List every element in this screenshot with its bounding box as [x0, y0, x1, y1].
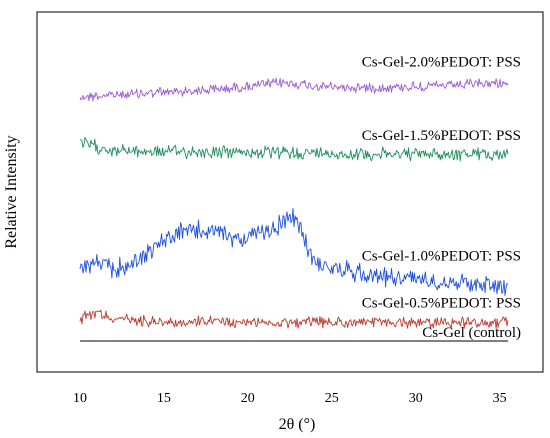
x-axis-title: 2θ (°) [279, 416, 316, 433]
series-labels: Cs-Gel-2.0%PEDOT: PSS Cs-Gel-1.5%PEDOT: P… [362, 55, 521, 341]
x-tick-label-20: 20 [241, 391, 255, 406]
plot-frame [36, 11, 544, 373]
series-trace-cs-gel-1-5-pedot-pss [79, 136, 509, 162]
x-tick-label-10: 10 [73, 391, 87, 406]
series-label-cs-gel-0-5-pedot-pss: Cs-Gel-0.5%PEDOT: PSS [362, 296, 521, 312]
series-label-cs-gel-1-0-pedot-pss: Cs-Gel-1.0%PEDOT: PSS [362, 249, 521, 265]
x-tick-label-15: 15 [157, 391, 171, 406]
x-axis-ticks: 10 15 20 25 30 35 [73, 391, 507, 406]
series-trace-cs-gel-2-0-pedot-pss [79, 77, 509, 102]
x-tick-label-25: 25 [325, 391, 339, 406]
series-label-cs-gel-2-0-pedot-pss: Cs-Gel-2.0%PEDOT: PSS [362, 55, 521, 71]
series-label-cs-gel-control: Cs-Gel (control) [422, 325, 521, 341]
series-trace-cs-gel-1-0-pedot-pss [79, 207, 509, 296]
x-tick-label-30: 30 [409, 391, 423, 406]
x-tick-label-35: 35 [493, 391, 507, 406]
series-traces [79, 77, 509, 342]
series-trace-cs-gel-0-5-pedot-pss [79, 309, 509, 329]
series-label-cs-gel-1-5-pedot-pss: Cs-Gel-1.5%PEDOT: PSS [362, 128, 521, 144]
y-axis-title: Relative Intensity [3, 135, 20, 248]
